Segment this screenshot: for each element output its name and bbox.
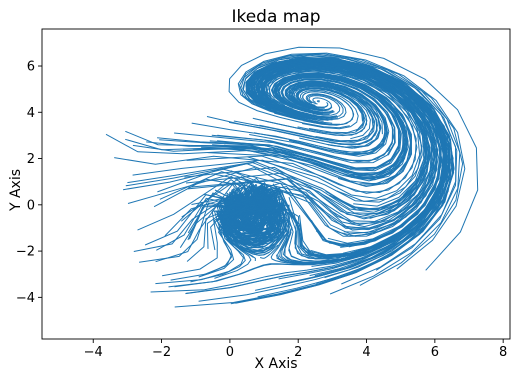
- trajectory-line: [299, 89, 359, 130]
- trajectory-line: [263, 68, 425, 207]
- trajectory-line: [174, 57, 454, 308]
- chart-title: Ikeda map: [231, 7, 320, 27]
- trajectory-line: [296, 87, 366, 135]
- trajectory-line: [139, 186, 287, 263]
- x-tick-label: 2: [294, 345, 302, 360]
- trajectory-line: [188, 64, 436, 229]
- trajectory-line: [203, 59, 447, 264]
- trajectory-line: [186, 70, 418, 194]
- trajectory-line: [290, 83, 379, 146]
- trajectory-line: [237, 52, 466, 270]
- trajectory-line: [260, 66, 431, 216]
- trajectory-line: [228, 46, 479, 271]
- x-tick-label: 4: [362, 345, 370, 360]
- trajectory-line: [249, 80, 390, 157]
- y-tick-label: 2: [27, 152, 35, 167]
- trajectory-line: [174, 78, 396, 164]
- trajectory-line: [253, 61, 442, 245]
- y-tick-label: −2: [16, 245, 35, 260]
- y-tick-label: 6: [27, 60, 35, 75]
- trajectory-line: [239, 53, 464, 286]
- trajectory-line: [308, 95, 341, 116]
- y-tick-label: −4: [16, 291, 35, 306]
- trajectory-line: [293, 86, 371, 140]
- trajectory-line: [287, 82, 383, 135]
- trajectory-line: [265, 87, 368, 137]
- x-tick-label: 8: [499, 345, 507, 360]
- trajectory-line: [284, 93, 347, 121]
- trajectory-line: [132, 68, 423, 203]
- trajectory-line: [127, 67, 426, 210]
- trajectory-line: [275, 75, 405, 166]
- x-tick-label: −2: [152, 345, 171, 360]
- trajectory-line: [242, 54, 458, 271]
- trajectory-line: [259, 84, 375, 143]
- y-tick-label: 0: [27, 198, 35, 213]
- trajectory-line: [258, 64, 433, 224]
- x-tick-label: −4: [84, 345, 103, 360]
- x-tick-label: 0: [226, 345, 234, 360]
- trajectory-line: [217, 79, 394, 162]
- trajectory-line: [278, 76, 401, 162]
- plot-lines: [105, 46, 479, 308]
- trajectory-line: [302, 91, 355, 126]
- trajectory-line: [201, 74, 407, 177]
- plot-frame: [41, 28, 511, 340]
- trajectory-line: [250, 60, 446, 259]
- y-tick-label: 4: [27, 106, 35, 121]
- trajectory-line: [271, 73, 412, 185]
- trajectory-line: [257, 64, 435, 213]
- x-axis-label: X Axis: [254, 356, 297, 372]
- trajectory-line: [240, 53, 461, 295]
- trajectory-line: [247, 69, 421, 199]
- y-axis-label: Y Axis: [8, 169, 24, 212]
- trajectory-line: [316, 100, 320, 103]
- x-ticks: −4 −2 0 2 4 6 8: [84, 339, 507, 360]
- trajectory-line: [156, 197, 283, 251]
- trajectory-line: [193, 74, 409, 180]
- y-ticks: −4 −2 0 2 4 6: [16, 60, 42, 306]
- x-tick-label: 6: [431, 345, 439, 360]
